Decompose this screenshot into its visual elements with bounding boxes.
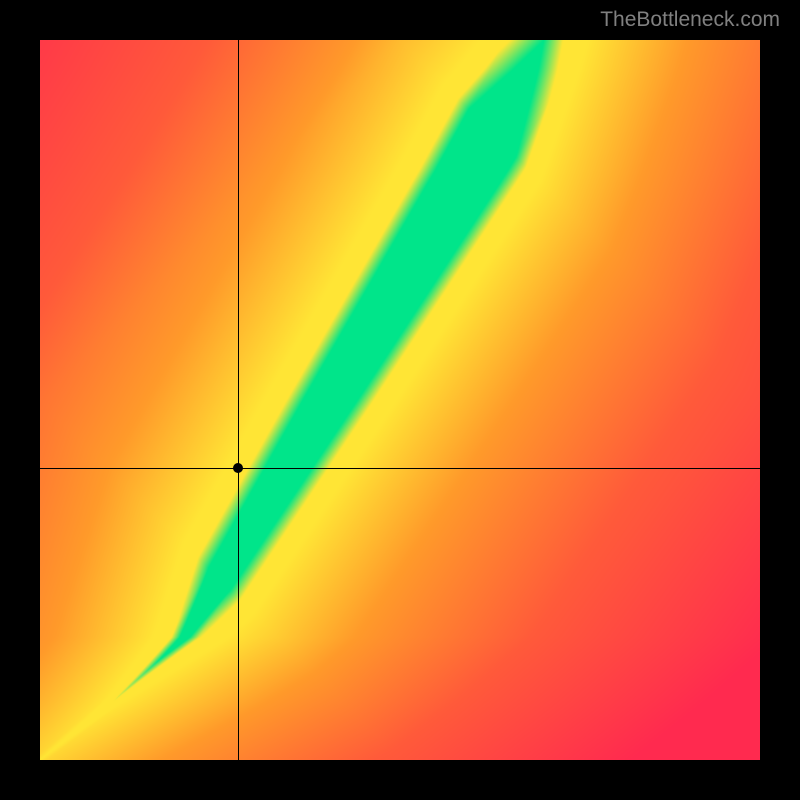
- watermark-text: TheBottleneck.com: [600, 8, 780, 32]
- crosshair-marker: [233, 463, 243, 473]
- crosshair-vertical: [238, 40, 239, 760]
- plot-area: [40, 40, 760, 760]
- crosshair-horizontal: [40, 468, 760, 469]
- bottleneck-heatmap: [40, 40, 760, 760]
